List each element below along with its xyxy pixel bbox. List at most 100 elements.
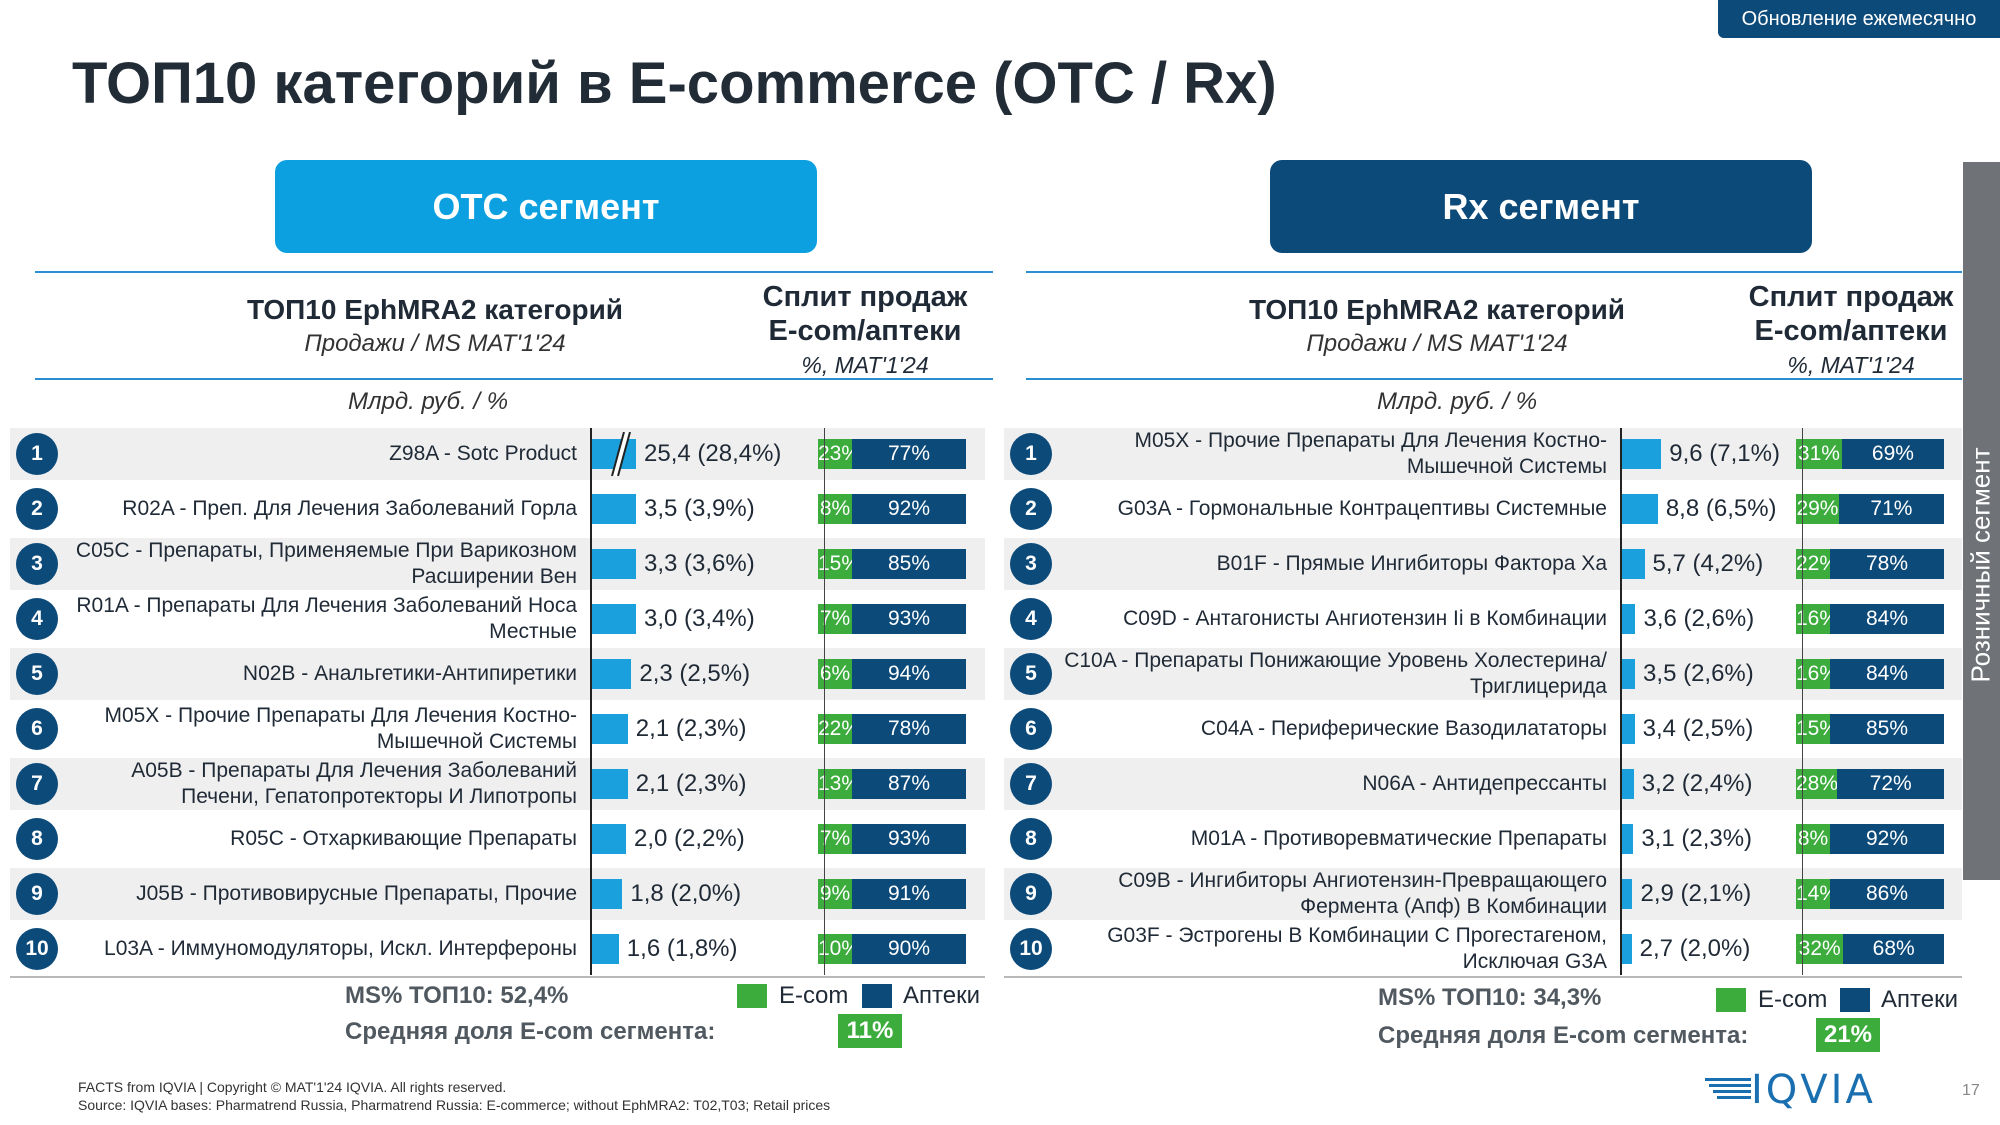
otc-panel: OTC сегмент ТОП10 EphMRA2 категорий Прод… bbox=[10, 160, 1000, 1048]
category-label: M05X - Прочие Препараты Для Лечения Кост… bbox=[104, 704, 577, 753]
rank-badge: 4 bbox=[16, 598, 58, 640]
side-tab bbox=[1963, 162, 2000, 880]
top10-header: ТОП10 EphMRA2 категорий bbox=[1248, 294, 1626, 325]
value-axis bbox=[590, 428, 592, 975]
value-label: 5,7 (4,2%) bbox=[1652, 550, 1764, 577]
value-label: 2,7 (2,0%) bbox=[1639, 935, 1751, 962]
value-label: 2,1 (2,3%) bbox=[635, 715, 747, 742]
value-bar bbox=[590, 934, 619, 964]
rank-badge: 9 bbox=[16, 873, 58, 915]
rank-badge: 4 bbox=[1010, 598, 1052, 640]
split-bar: 6% 94% bbox=[818, 659, 966, 689]
split-ecom-segment: 31% bbox=[1796, 439, 1842, 469]
legend-apteki-swatch bbox=[1840, 988, 1870, 1012]
split-header-line3: %, MAT'1'24 bbox=[801, 352, 929, 378]
split-ecom-segment: 8% bbox=[1796, 824, 1830, 854]
value-label: 3,2 (2,4%) bbox=[1641, 770, 1753, 797]
unit-label: Млрд. руб. / % bbox=[348, 388, 509, 415]
rank-badge: 2 bbox=[1010, 488, 1052, 530]
rank-badge: 10 bbox=[1010, 928, 1052, 970]
rank-badge: 6 bbox=[1010, 708, 1052, 750]
split-apteki-segment: 85% bbox=[1830, 714, 1944, 744]
split-bar: 14% 86% bbox=[1796, 879, 1944, 909]
rank-badge: 2 bbox=[16, 488, 58, 530]
value-bar bbox=[1620, 879, 1633, 909]
value-label: 9,6 (7,1%) bbox=[1669, 440, 1780, 467]
rx-segment-button[interactable]: Rx сегмент bbox=[1270, 160, 1812, 253]
value-bar bbox=[590, 439, 636, 469]
rows-bottom-line bbox=[1004, 976, 1962, 978]
rank-badge: 8 bbox=[1010, 818, 1052, 860]
split-ecom-segment: 23% bbox=[818, 439, 860, 469]
ms-total: MS% ТОП10: 34,3% bbox=[1378, 984, 1602, 1011]
category-label: G03F - Эстрогены В Комбинации С Прогеста… bbox=[1107, 924, 1607, 973]
legend-ecom-label: E-com bbox=[1758, 986, 1828, 1013]
split-bar: 22% 78% bbox=[1796, 549, 1944, 579]
split-header-line2: E-com/аптеки bbox=[768, 315, 962, 347]
value-bar bbox=[1620, 659, 1636, 689]
value-label: 2,1 (2,3%) bbox=[635, 770, 747, 797]
category-label: C10A - Препараты Понижающие Уровень Холе… bbox=[1064, 649, 1607, 698]
header-bottom-line bbox=[1026, 378, 1962, 380]
value-axis bbox=[1620, 428, 1622, 975]
split-ecom-segment: 8% bbox=[818, 494, 852, 524]
split-ecom-segment: 13% bbox=[818, 769, 860, 799]
axis-break-icon bbox=[611, 432, 631, 476]
split-ecom-segment: 7% bbox=[818, 824, 852, 854]
top10-header: ТОП10 EphMRA2 категорий bbox=[246, 294, 624, 325]
split-ecom-segment: 15% bbox=[1796, 714, 1838, 744]
value-bar bbox=[1620, 769, 1634, 799]
split-apteki-segment: 85% bbox=[852, 549, 966, 579]
split-bar: 8% 92% bbox=[1796, 824, 1944, 854]
split-bar: 32% 68% bbox=[1796, 934, 1944, 964]
split-ecom-segment: 6% bbox=[818, 659, 852, 689]
rank-badge: 5 bbox=[16, 653, 58, 695]
value-bar bbox=[590, 714, 628, 744]
value-bar bbox=[1620, 824, 1634, 854]
value-bar bbox=[1620, 549, 1645, 579]
split-bar: 16% 84% bbox=[1796, 604, 1944, 634]
split-apteki-segment: 77% bbox=[852, 439, 966, 469]
category-label: B01F - Прямые Ингибиторы Фактора Ха bbox=[1216, 552, 1607, 575]
category-label: M01A - Противоревматические Препараты bbox=[1190, 827, 1607, 850]
split-apteki-segment: 93% bbox=[852, 604, 966, 634]
iqvia-logo: IQVIA bbox=[1705, 1067, 1876, 1113]
category-label: C09B - Ингибиторы Ангиотензин-Превращающ… bbox=[1118, 869, 1607, 918]
value-bar bbox=[590, 604, 636, 634]
split-ecom-segment: 7% bbox=[818, 604, 852, 634]
split-apteki-segment: 78% bbox=[1830, 549, 1944, 579]
rank-badge: 10 bbox=[16, 928, 58, 970]
split-apteki-segment: 90% bbox=[852, 934, 966, 964]
split-apteki-segment: 86% bbox=[1830, 879, 1944, 909]
avg-ecom-value: 21% bbox=[1816, 1018, 1880, 1052]
value-label: 3,0 (3,4%) bbox=[644, 605, 755, 632]
footer-copyright: FACTS from IQVIA | Copyright © MAT'1'24 … bbox=[78, 1079, 507, 1095]
split-bar: 15% 85% bbox=[818, 549, 966, 579]
category-label: J05B - Противовирусные Препараты, Прочие bbox=[136, 882, 577, 905]
split-bar: 15% 85% bbox=[1796, 714, 1944, 744]
split-bar: 8% 92% bbox=[818, 494, 966, 524]
value-label: 3,4 (2,5%) bbox=[1642, 715, 1754, 742]
split-ecom-segment: 22% bbox=[1796, 549, 1838, 579]
value-label: 1,6 (1,8%) bbox=[626, 935, 738, 962]
split-bar: 7% 93% bbox=[818, 604, 966, 634]
unit-label: Млрд. руб. / % bbox=[1377, 388, 1538, 415]
rank-badge: 1 bbox=[16, 433, 58, 475]
header-top-line bbox=[35, 271, 993, 273]
otc-segment-button[interactable]: OTC сегмент bbox=[275, 160, 817, 253]
avg-ecom-label: Средняя доля E-com сегмента: bbox=[1378, 1022, 1749, 1049]
category-label: C09D - Антагонисты Ангиотензин Ii в Комб… bbox=[1123, 607, 1607, 630]
value-label: 3,5 (3,9%) bbox=[644, 495, 755, 522]
split-bar: 13% 87% bbox=[818, 769, 966, 799]
split-apteki-segment: 91% bbox=[852, 879, 966, 909]
split-ecom-segment: 15% bbox=[818, 549, 860, 579]
category-label: N06A - Антидепрессанты bbox=[1362, 772, 1607, 795]
value-bar bbox=[1620, 439, 1662, 469]
header-bottom-line bbox=[35, 378, 993, 380]
logo-stripes-icon bbox=[1705, 1078, 1751, 1099]
category-label: N02B - Анальгетики-Антипиретики bbox=[242, 662, 577, 685]
split-apteki-segment: 87% bbox=[852, 769, 966, 799]
sales-header: Продажи / MS MAT'1'24 bbox=[1306, 330, 1568, 357]
split-ecom-segment: 22% bbox=[818, 714, 860, 744]
split-bar: 23% 77% bbox=[818, 439, 966, 469]
